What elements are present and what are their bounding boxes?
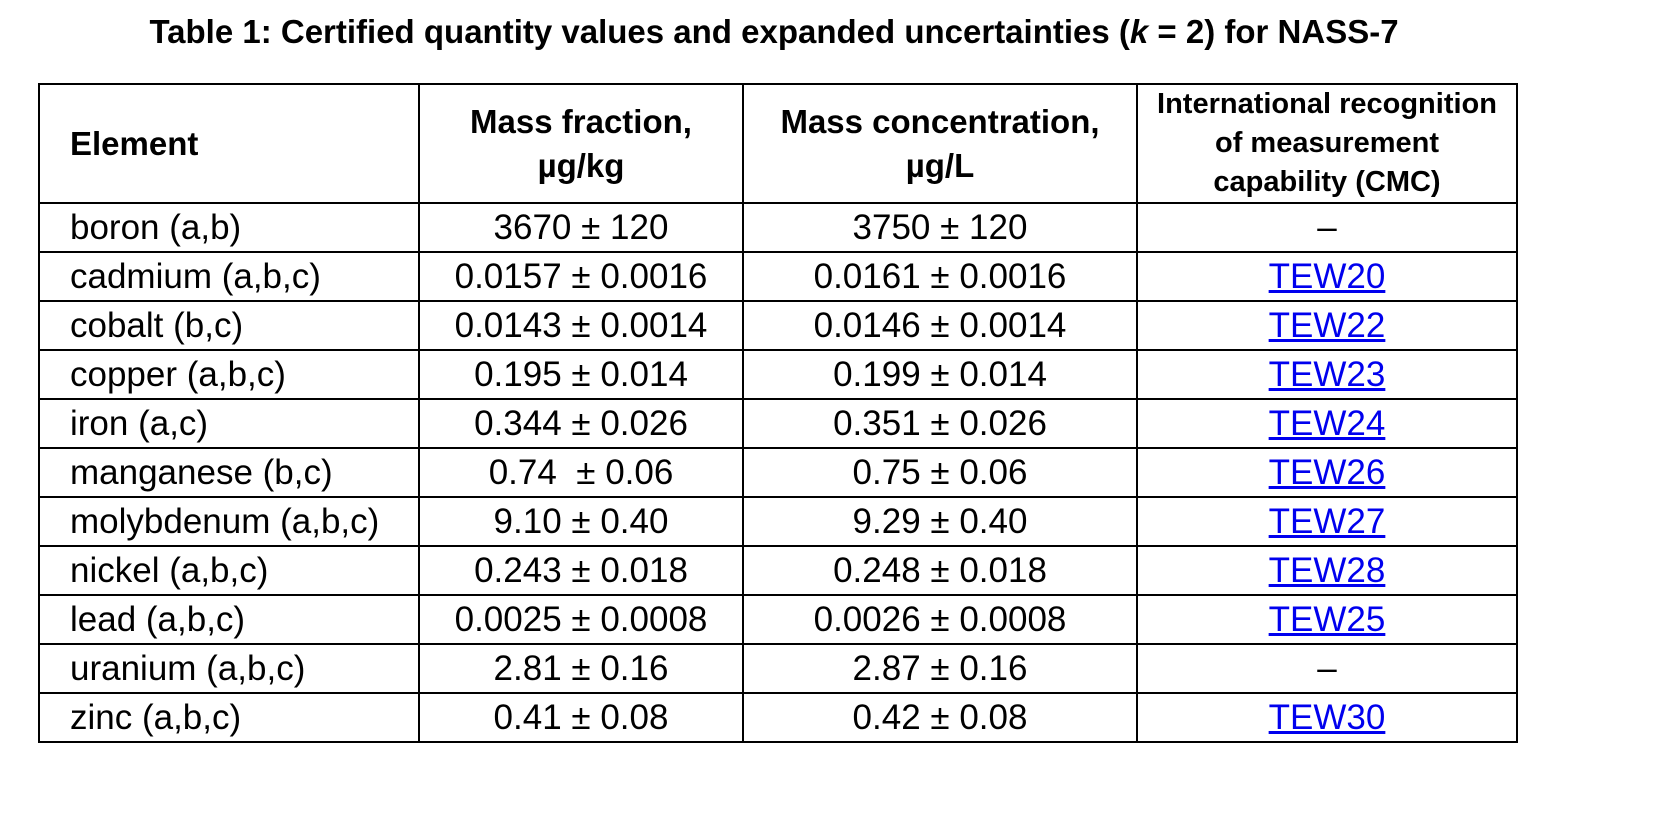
cell-mass-fraction: 0.0025 ± 0.0008 [418,594,744,645]
cell-cmc: TEW28 [1136,545,1518,596]
cell-mass-fraction: 3670 ± 120 [418,202,744,253]
cmc-link[interactable]: TEW28 [1268,550,1386,590]
cmc-none: – [1317,207,1337,247]
cell-element: cobalt (b,c) [38,300,420,351]
cmc-link[interactable]: TEW24 [1268,403,1386,443]
cell-cmc: TEW26 [1136,447,1518,498]
cell-mass-concentration: 0.0146 ± 0.0014 [742,300,1138,351]
cmc-link[interactable]: TEW22 [1268,305,1386,345]
cell-mass-concentration: 0.0026 ± 0.0008 [742,594,1138,645]
cell-mass-fraction: 0.195 ± 0.014 [418,349,744,400]
table-row: manganese (b,c) 0.74 ± 0.06 0.75 ± 0.06 TEW… [38,447,1518,498]
cell-element: boron (a,b) [38,202,420,253]
cell-mass-concentration: 2.87 ± 0.16 [742,643,1138,694]
header-cmc-line-2: of measurement [1214,127,1439,159]
table-body: boron (a,b) 3670 ± 120 3750 ± 120– cadmium … [38,202,1518,743]
cell-mass-fraction: 0.74 ± 0.06 [418,447,744,498]
cell-cmc: TEW22 [1136,300,1518,351]
caption-suffix: = 2) for NASS-7 [1148,13,1399,50]
table-row: nickel (a,b,c) 0.243 ± 0.018 0.248 ± 0.018… [38,545,1518,596]
cmc-link[interactable]: TEW20 [1268,256,1386,296]
cell-mass-concentration: 0.42 ± 0.08 [742,692,1138,743]
cell-element: cadmium (a,b,c) [38,251,420,302]
cell-mass-fraction: 2.81 ± 0.16 [418,643,744,694]
header-mass-fraction-line-2: µg/kg [537,146,625,184]
cell-mass-concentration: 0.0161 ± 0.0016 [742,251,1138,302]
header-mass-fraction-line-1: Mass fraction, [470,102,692,140]
header-cmc-line-3: capability (CMC) [1213,166,1441,198]
table-row: cadmium (a,b,c) 0.0157 ± 0.0016 0.0161 ± 0… [38,251,1518,302]
cmc-none: – [1317,648,1337,688]
header-cmc: International recognition of measurement… [1136,83,1518,204]
cell-cmc: – [1136,202,1518,253]
cell-cmc: TEW24 [1136,398,1518,449]
table-row: copper (a,b,c) 0.195 ± 0.014 0.199 ± 0.014… [38,349,1518,400]
header-mass-concentration: Mass concentration, µg/L [742,83,1138,204]
table-caption: Table 1: Certified quantity values and e… [0,12,1548,52]
table-row: lead (a,b,c) 0.0025 ± 0.0008 0.0026 ± 0.00… [38,594,1518,645]
cell-mass-fraction: 0.0157 ± 0.0016 [418,251,744,302]
header-mass-concentration-line-2: µg/L [905,146,975,184]
cell-element: lead (a,b,c) [38,594,420,645]
cell-element: manganese (b,c) [38,447,420,498]
header-element: Element [38,83,420,204]
certified-values-table: Element Mass fraction, µg/kg Mass concen… [38,83,1518,743]
cell-mass-concentration: 0.75 ± 0.06 [742,447,1138,498]
cell-cmc: TEW25 [1136,594,1518,645]
cell-cmc: TEW27 [1136,496,1518,547]
table-row: boron (a,b) 3670 ± 120 3750 ± 120 – [38,202,1518,253]
cell-mass-concentration: 3750 ± 120 [742,202,1138,253]
table-row: iron (a,c) 0.344 ± 0.026 0.351 ± 0.026 TEW2… [38,398,1518,449]
header-row: Element Mass fraction, µg/kg Mass concen… [38,83,1518,204]
cell-element: zinc (a,b,c) [38,692,420,743]
cmc-link[interactable]: TEW30 [1268,697,1386,737]
cell-cmc: TEW23 [1136,349,1518,400]
cmc-link[interactable]: TEW23 [1268,354,1386,394]
cell-mass-fraction: 0.344 ± 0.026 [418,398,744,449]
cmc-link[interactable]: TEW25 [1268,599,1386,639]
cell-element: copper (a,b,c) [38,349,420,400]
table-row: cobalt (b,c) 0.0143 ± 0.0014 0.0146 ± 0.00… [38,300,1518,351]
header-mass-concentration-line-1: Mass concentration, [780,102,1100,140]
cell-mass-fraction: 9.10 ± 0.40 [418,496,744,547]
table-row: zinc (a,b,c) 0.41 ± 0.08 0.42 ± 0.08 TEW30 [38,692,1518,743]
header-cmc-line-1: International recognition [1157,88,1497,120]
cell-mass-concentration: 0.351 ± 0.026 [742,398,1138,449]
header-mass-fraction: Mass fraction, µg/kg [418,83,744,204]
cell-mass-fraction: 0.41 ± 0.08 [418,692,744,743]
cell-mass-fraction: 0.243 ± 0.018 [418,545,744,596]
cell-element: nickel (a,b,c) [38,545,420,596]
cell-element: molybdenum (a,b,c) [38,496,420,547]
cmc-link[interactable]: TEW26 [1268,452,1386,492]
cell-mass-concentration: 0.199 ± 0.014 [742,349,1138,400]
caption-k: k [1129,13,1149,50]
cell-mass-concentration: 9.29 ± 0.40 [742,496,1138,547]
cell-mass-concentration: 0.248 ± 0.018 [742,545,1138,596]
cell-cmc: TEW30 [1136,692,1518,743]
cell-cmc: TEW20 [1136,251,1518,302]
table-row: uranium (a,b,c) 2.81 ± 0.16 2.87 ± 0.16 – [38,643,1518,694]
cell-mass-fraction: 0.0143 ± 0.0014 [418,300,744,351]
cmc-link[interactable]: TEW27 [1268,501,1386,541]
table-row: molybdenum (a,b,c) 9.10 ± 0.40 9.29 ± 0.40… [38,496,1518,547]
cell-element: iron (a,c) [38,398,420,449]
caption-prefix: Table 1: Certified quantity values and e… [149,13,1130,50]
cell-cmc: – [1136,643,1518,694]
cell-element: uranium (a,b,c) [38,643,420,694]
